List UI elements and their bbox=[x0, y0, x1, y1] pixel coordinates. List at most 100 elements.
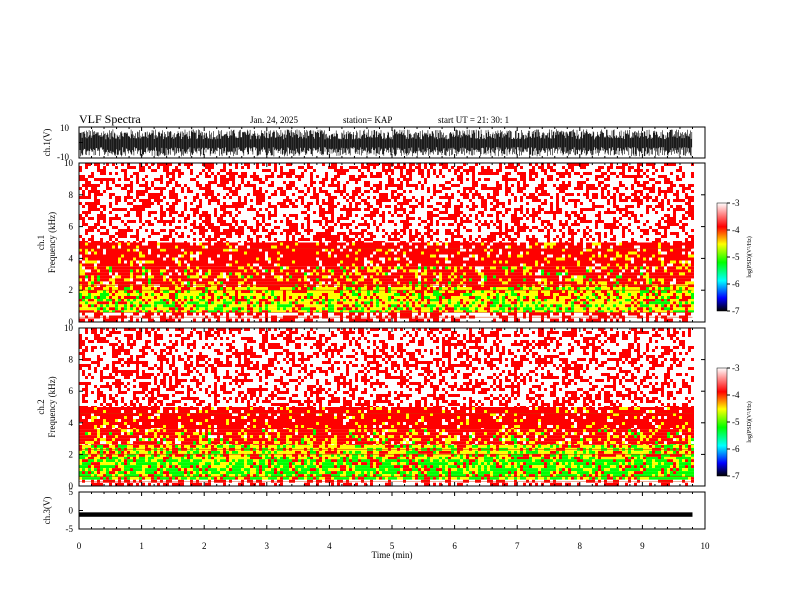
ch1-spectrogram-cell bbox=[325, 307, 328, 311]
ch1-spectrogram-cell bbox=[376, 310, 379, 313]
station-label: station= KAP bbox=[343, 115, 392, 125]
ch1-spectrogram-cell bbox=[280, 287, 283, 290]
ch1-spectrogram-cell bbox=[691, 287, 694, 290]
ch1-spectrogram-cell bbox=[367, 301, 370, 305]
ch1-spectrogram-cell bbox=[583, 251, 586, 255]
ch1-spectrogram-cell bbox=[640, 290, 643, 293]
ch1-spectrogram-cell bbox=[460, 307, 463, 311]
ch1-spectrogram-cell bbox=[265, 307, 268, 311]
ch1-spectrogram-cell bbox=[622, 290, 625, 293]
ch1-spectrogram-cell bbox=[130, 254, 133, 258]
ch1-spectrogram-cell bbox=[658, 299, 661, 302]
ch1-spectrogram-cell bbox=[394, 318, 397, 322]
ch1-spectrogram-cell bbox=[313, 301, 316, 305]
ch1-spectrogram-cell bbox=[655, 254, 658, 258]
ch1-spectrogram-cell bbox=[346, 307, 349, 311]
ch1-spectrogram-cell bbox=[319, 287, 322, 290]
ch1-spectrogram-cell bbox=[457, 272, 460, 276]
ch1-spectrogram-cell bbox=[664, 310, 667, 313]
ch1-spectrogram-cell bbox=[556, 248, 559, 252]
ch1-spectrogram-cell bbox=[478, 254, 481, 258]
ch1-spectrogram-cell bbox=[340, 269, 343, 273]
ch1-spectrogram-cell bbox=[346, 260, 349, 264]
ch1-spectrogram-cell bbox=[439, 278, 442, 282]
ch1-spectrogram-cell bbox=[568, 242, 571, 246]
ch1-spectrogram-cell bbox=[691, 266, 694, 270]
ch1-spectrogram-cell bbox=[127, 266, 130, 270]
ch1-spectrogram-cell bbox=[403, 245, 406, 249]
ch1-spectrogram-cell bbox=[511, 260, 514, 264]
ch1-spectrogram-cell bbox=[529, 281, 532, 285]
ch1-spectrogram-cell bbox=[298, 307, 301, 311]
ch1-spectrogram-cell bbox=[265, 245, 268, 249]
ch1-spectrogram-cell bbox=[277, 275, 280, 279]
ch1-spectrogram-cell bbox=[412, 278, 415, 282]
ch1-spectrogram-cell bbox=[322, 254, 325, 258]
ch1-spectrogram-cell bbox=[586, 310, 589, 313]
ch1-spectrogram-cell bbox=[625, 307, 628, 311]
ch1-spectrogram-cell bbox=[265, 269, 268, 273]
ch1-spectrogram-cell bbox=[616, 275, 619, 279]
ch1-spectrogram-cell bbox=[550, 284, 553, 288]
ch1-spectrogram-cell bbox=[160, 242, 163, 246]
ch1-spectrogram-cell bbox=[256, 290, 259, 293]
ch1-spectrogram-cell bbox=[145, 312, 148, 316]
ch1-spectrogram-cell bbox=[193, 296, 196, 299]
ch1-spectrogram-cell bbox=[571, 257, 574, 261]
ch1-spectrogram-cell bbox=[142, 301, 145, 305]
ch1-spectrogram-cell bbox=[373, 242, 376, 246]
ch1-spectrogram-cell bbox=[217, 293, 220, 296]
ch1-spectrogram-cell bbox=[274, 318, 277, 322]
ch1-spectrogram-cell bbox=[361, 318, 364, 322]
ch1-spectrogram-cell bbox=[325, 312, 328, 316]
ch1-ytick-label: 10 bbox=[60, 123, 70, 133]
ch1-spectrogram-cell bbox=[394, 293, 397, 296]
ch1-spectrogram-cell bbox=[442, 275, 445, 279]
ch1-spectrogram-cell bbox=[535, 242, 538, 246]
ch1-spectrogram-cell bbox=[244, 260, 247, 264]
ch1-spectrogram-cell bbox=[220, 307, 223, 311]
ch1-spectrogram-cell bbox=[235, 275, 238, 279]
ch1-spectrogram-cell bbox=[637, 266, 640, 270]
ch1-spectrogram-cell bbox=[547, 310, 550, 313]
ch1-spectrogram-cell bbox=[148, 278, 151, 282]
ch1-spectrogram-cell bbox=[352, 266, 355, 270]
ch1-spectrogram-cell bbox=[340, 278, 343, 282]
ch1-spectrogram-cell bbox=[439, 299, 442, 302]
ch1-spectrogram-cell bbox=[622, 275, 625, 279]
ch1-spectrogram-cell bbox=[493, 260, 496, 264]
ch1-spectrogram-cell bbox=[412, 266, 415, 270]
ch1-spectrogram-cell bbox=[637, 307, 640, 311]
ch1-spectrogram-cell bbox=[178, 293, 181, 296]
ch1-spectrogram-cell bbox=[208, 242, 211, 246]
ch1-spectrogram-cell bbox=[625, 296, 628, 299]
ch1-spectrogram-cell bbox=[487, 266, 490, 270]
ch1-spectrogram-cell bbox=[97, 293, 100, 296]
ch1-spectrogram-cell bbox=[454, 307, 457, 311]
ch1-spectrogram-cell bbox=[193, 257, 196, 261]
ch1-spectrogram-cell bbox=[190, 272, 193, 276]
ch1-spectrogram-cell bbox=[442, 318, 445, 322]
ch1-spectrogram-cell bbox=[451, 318, 454, 322]
ch1-spectrogram-cell bbox=[652, 251, 655, 255]
ch1-spectrogram-cell bbox=[523, 245, 526, 249]
ch1-spectrogram-cell bbox=[91, 281, 94, 285]
ch1-spectrogram-cell bbox=[181, 269, 184, 273]
ch1-spectrogram-cell bbox=[169, 304, 172, 308]
ch1-spectrogram-cell bbox=[304, 281, 307, 285]
ch1-spectrogram-cell bbox=[343, 251, 346, 255]
ch1-spectrogram-cell bbox=[586, 257, 589, 261]
ch1-spectrogram-cell bbox=[496, 299, 499, 302]
ch1-spectrogram-cell bbox=[136, 272, 139, 276]
ch1-spectrogram-cell bbox=[676, 301, 679, 305]
start-time-label: start UT = 21: 30: 1 bbox=[438, 115, 509, 125]
ch1-spectrogram-cell bbox=[202, 254, 205, 258]
ch1-spectrogram-cell bbox=[151, 301, 154, 305]
ch1-spectrogram-cell bbox=[547, 284, 550, 288]
ch1-spectrogram-cell bbox=[235, 260, 238, 264]
ch1-spectrogram-cell bbox=[496, 251, 499, 255]
ch1-spectrogram-cell bbox=[688, 248, 691, 252]
ch1-spectrogram-cell bbox=[337, 281, 340, 285]
ch1-spectrogram-cell bbox=[427, 304, 430, 308]
ch1-spectrogram-cell bbox=[145, 257, 148, 261]
